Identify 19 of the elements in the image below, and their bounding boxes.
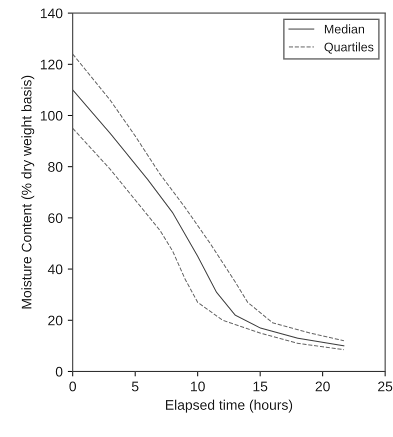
- x-tick-label: 5: [132, 382, 138, 392]
- x-tick-label: 25: [378, 382, 392, 392]
- legend-label: Median: [324, 24, 364, 34]
- legend-label: Quartiles: [324, 42, 374, 54]
- y-axis-title: Moisture Content (% dry weight basis): [21, 76, 34, 308]
- x-tick-label: 15: [254, 382, 268, 392]
- line-series: [72, 128, 344, 350]
- x-tick-label: 0: [69, 382, 76, 392]
- y-tick-label: 80: [48, 162, 62, 172]
- y-tick-label: 120: [40, 60, 62, 70]
- y-tick-label: 140: [40, 8, 62, 18]
- y-tick-label: 20: [48, 316, 62, 326]
- y-tick-label: 0: [56, 366, 62, 377]
- x-tick-label: 20: [316, 382, 330, 392]
- y-tick-label: 60: [48, 213, 62, 224]
- y-tick-label: 40: [48, 264, 62, 274]
- x-tick-label: 10: [191, 382, 205, 392]
- y-tick-label: 100: [40, 110, 62, 121]
- x-axis-title: Elapsed time (hours): [166, 400, 292, 413]
